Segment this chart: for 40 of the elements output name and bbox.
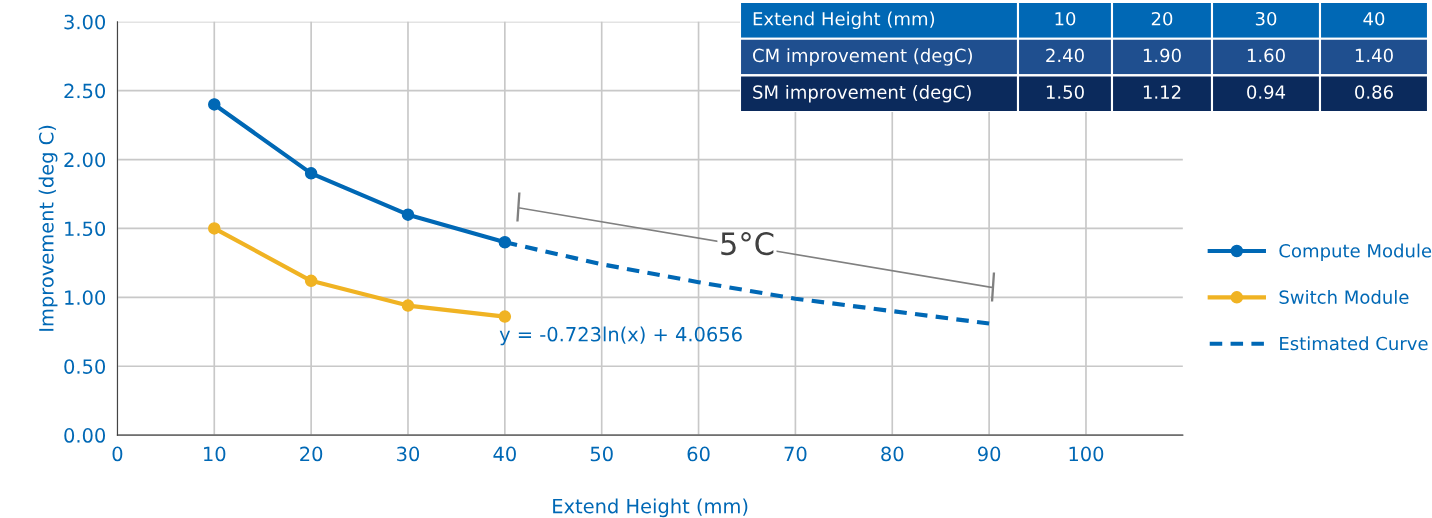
text: 0.86 — [1355, 85, 1393, 99]
x-axis-title: Extend Height (mm) — [553, 498, 748, 518]
annotation: y = -0.723ln(x) + 4.0656 — [499, 326, 742, 346]
x-tick-label: 60 — [687, 446, 710, 462]
text: 30 — [1255, 11, 1277, 26]
annotation: 1.50 — [1046, 85, 1084, 99]
x-tick-label: 100 — [1069, 446, 1104, 462]
y-tick-label: 0.00 — [64, 428, 106, 443]
text: 40 — [1363, 11, 1385, 26]
x-tick-label: 30 — [397, 446, 420, 462]
annotation: 2.40 — [1046, 48, 1084, 63]
annotation: 10 — [1055, 11, 1076, 26]
annotation: 1.12 — [1143, 85, 1181, 99]
annotation: 1.90 — [1143, 48, 1181, 63]
x-tick-label: 90 — [977, 446, 1001, 462]
x-tick-label: 80 — [881, 446, 904, 462]
x-tick-label: 0 — [112, 446, 123, 462]
y-tick-label: 2.50 — [64, 83, 106, 99]
y-tick-label: 2.00 — [64, 152, 106, 168]
legend-label: Estimated Curve — [1280, 336, 1428, 351]
annotation: SM improvement (degC) — [753, 84, 971, 103]
x-tick-label: 10 — [204, 446, 226, 462]
y-tick-label: 3.00 — [64, 14, 106, 30]
x-tick-label: 70 — [784, 446, 807, 462]
annotation: 5°C — [721, 232, 774, 256]
legend-label: Compute Module — [1279, 243, 1432, 262]
annotation: 20 — [1151, 11, 1173, 26]
y-tick-label: 0.50 — [64, 359, 106, 374]
x-tick-label: 20 — [300, 446, 323, 462]
y-tick-label: 1.00 — [65, 290, 106, 305]
x-tick-label: 50 — [590, 446, 613, 462]
y-axis-title: Improvement (deg C) — [38, 125, 58, 331]
text: 0.94 — [1247, 85, 1286, 99]
x-tick-label: 40 — [493, 446, 516, 462]
y-tick-label: 1.50 — [65, 221, 106, 237]
legend-label: Switch Module — [1279, 289, 1409, 304]
text: 1.40 — [1355, 48, 1393, 63]
annotation: CM improvement (degC) — [753, 48, 972, 66]
annotation: Extend Height (mm) — [753, 11, 935, 30]
text: 1.60 — [1247, 48, 1285, 63]
